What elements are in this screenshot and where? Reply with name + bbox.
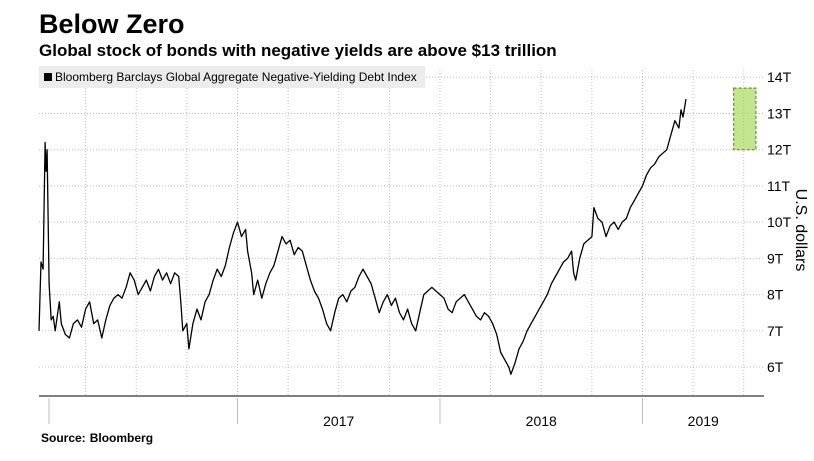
y-tick-label: 8T [767,287,784,303]
chart-subtitle: Global stock of bonds with negative yiel… [39,41,557,60]
legend-swatch [44,73,52,81]
source-note: Source: Bloomberg [41,431,153,445]
y-tick-label: 10T [767,214,792,230]
year-ticks [48,398,643,424]
year-label: 2018 [526,413,557,429]
legend-label: Bloomberg Barclays Global Aggregate Nega… [55,70,417,84]
y-tick-label: 6T [767,359,784,375]
highlight-box [733,87,757,151]
chart-title: Below Zero [39,9,185,39]
y-tick-label: 9T [767,250,784,266]
y-tick-label: 11T [767,178,791,194]
y-tick-label: 14T [767,69,792,85]
legend-box [39,66,425,88]
source-value: Bloomberg [89,431,154,445]
source-label: Source: [41,431,86,445]
y-axis-label: U.S. dollars [792,189,809,272]
y-tick-label: 7T [767,323,784,339]
year-label: 2017 [323,413,354,429]
y-tick-label: 12T [767,142,792,158]
year-labels: 2017 2018 2019 [323,413,719,429]
series-line [38,98,687,375]
gridlines [39,70,764,396]
y-tick-labels: 6T 7T 8T 9T 10T 11T 12T 13T 14T [767,69,792,375]
year-label: 2019 [688,413,719,429]
y-tick-label: 13T [767,105,792,121]
